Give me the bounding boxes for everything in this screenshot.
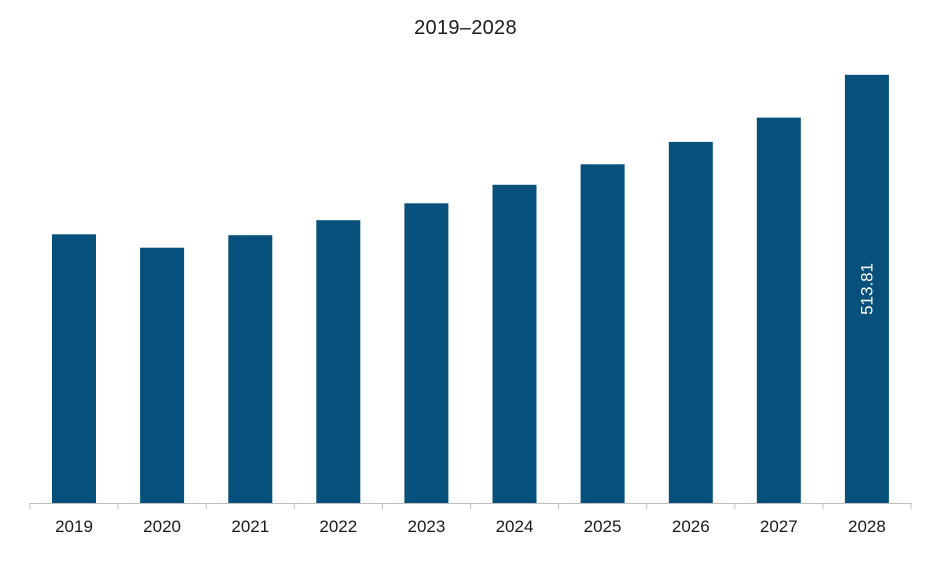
data-labels-layer: 513.81 xyxy=(857,263,876,315)
x-tick-label: 2024 xyxy=(496,517,534,536)
x-tick-label: 2023 xyxy=(407,517,445,536)
bar-2020 xyxy=(140,247,185,503)
bars-layer xyxy=(52,74,889,504)
bar-2028 xyxy=(844,74,889,504)
x-tick-label: 2019 xyxy=(55,517,93,536)
bar-2024 xyxy=(492,184,537,504)
bar-2025 xyxy=(580,164,625,504)
x-tick-label: 2028 xyxy=(848,517,886,536)
x-tick-label: 2025 xyxy=(584,517,622,536)
x-axis xyxy=(29,503,912,509)
x-tick-label: 2020 xyxy=(143,517,181,536)
data-label-2028: 513.81 xyxy=(857,263,876,315)
bar-2021 xyxy=(228,235,273,503)
bar-2019 xyxy=(52,234,96,504)
x-tick-label: 2027 xyxy=(760,517,798,536)
bar-2022 xyxy=(316,220,361,503)
x-tick-label: 2021 xyxy=(231,517,269,536)
x-tick-label: 2022 xyxy=(319,517,357,536)
bar-2026 xyxy=(668,141,713,503)
bar-2027 xyxy=(756,117,801,503)
tick-labels-layer: 2019 2020 2021 2022 2023 2024 2025 2026 2027 2028 xyxy=(55,517,886,536)
chart-title: 2019–2028 xyxy=(414,17,517,39)
x-tick-label: 2026 xyxy=(672,517,710,536)
bar-2023 xyxy=(404,203,449,504)
